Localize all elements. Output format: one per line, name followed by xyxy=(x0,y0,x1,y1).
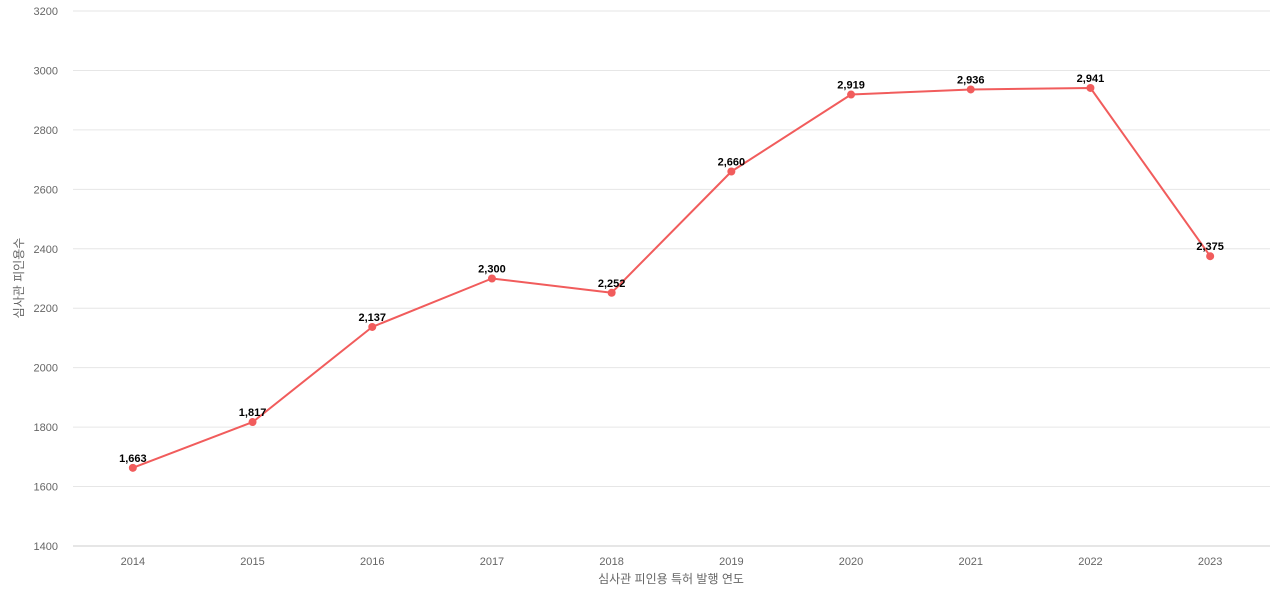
gridlines xyxy=(73,10,1270,547)
data-label: 2,300 xyxy=(478,264,506,276)
data-point[interactable] xyxy=(487,274,496,283)
y-tick-label: 2600 xyxy=(34,184,58,196)
y-axis-title: 심사관 피인용수 xyxy=(12,238,26,319)
series xyxy=(128,83,1215,472)
y-axis-ticks: 1400 1600 1800 2000 2200 2400 2600 2800 3000 3200 xyxy=(34,6,58,553)
data-label: 1,817 xyxy=(239,407,267,419)
x-tick-label: 2015 xyxy=(240,556,264,568)
data-label: 2,375 xyxy=(1196,241,1224,253)
y-tick-label: 1400 xyxy=(34,541,58,553)
data-label: 2,919 xyxy=(837,80,865,92)
data-point[interactable] xyxy=(368,322,377,331)
x-axis-title: 심사관 피인용 특허 발행 연도 xyxy=(598,571,744,586)
x-axis-ticks: 2014 2015 2016 2017 2018 2019 2020 2021 2022 2023 xyxy=(121,556,1223,568)
data-point[interactable] xyxy=(128,463,137,472)
x-tick-label: 2022 xyxy=(1078,556,1102,568)
data-label: 2,936 xyxy=(957,74,985,86)
y-tick-label: 1800 xyxy=(34,422,58,434)
y-tick-label: 2200 xyxy=(34,303,58,315)
data-label: 2,941 xyxy=(1077,73,1105,85)
y-tick-label: 2400 xyxy=(34,244,58,256)
x-tick-label: 2023 xyxy=(1198,556,1222,568)
data-label: 1,663 xyxy=(119,453,147,465)
series-line xyxy=(132,87,1212,469)
y-tick-label: 3000 xyxy=(34,65,58,77)
data-point[interactable] xyxy=(727,167,736,176)
data-point[interactable] xyxy=(1086,83,1095,92)
x-tick-label: 2020 xyxy=(839,556,863,568)
data-label: 2,252 xyxy=(598,278,626,290)
x-tick-label: 2021 xyxy=(959,556,983,568)
x-tick-label: 2016 xyxy=(360,556,384,568)
x-tick-label: 2019 xyxy=(719,556,743,568)
data-point[interactable] xyxy=(607,288,616,297)
x-tick-label: 2017 xyxy=(480,556,504,568)
data-point[interactable] xyxy=(966,85,975,94)
data-point[interactable] xyxy=(847,90,856,99)
x-tick-label: 2018 xyxy=(599,556,623,568)
data-point[interactable] xyxy=(248,418,257,427)
y-tick-label: 1600 xyxy=(34,482,58,494)
y-tick-label: 2800 xyxy=(34,125,58,137)
x-tick-label: 2014 xyxy=(121,556,145,568)
data-labels: 1,663 1,817 2,137 2,300 2,252 2,660 2,919 2,936… xyxy=(119,73,1224,465)
data-label: 2,660 xyxy=(718,157,746,169)
y-tick-label: 2000 xyxy=(34,363,58,375)
y-tick-label: 3200 xyxy=(34,6,58,18)
data-label: 2,137 xyxy=(358,312,386,324)
data-point[interactable] xyxy=(1206,252,1215,261)
